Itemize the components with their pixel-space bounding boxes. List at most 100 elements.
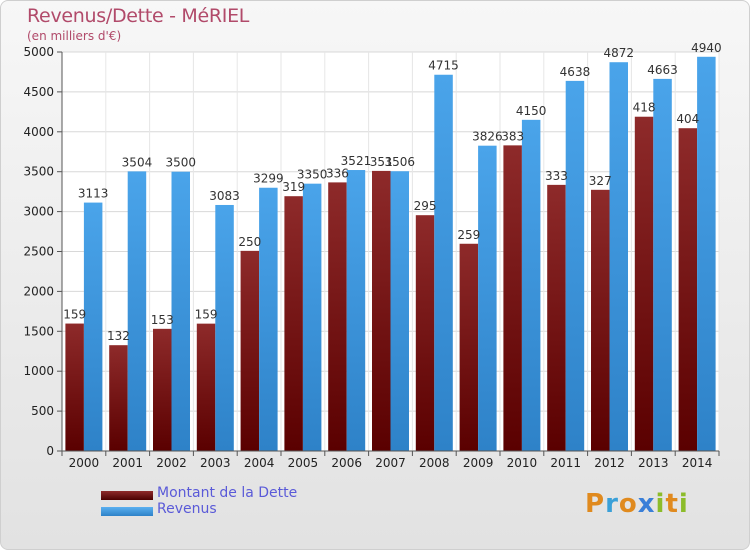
data-label-revenus: 3500 bbox=[165, 156, 196, 170]
data-label-revenus: 4663 bbox=[647, 63, 678, 77]
bar-revenus bbox=[127, 171, 147, 451]
y-tick-label: 2500 bbox=[23, 245, 54, 259]
bar-revenus bbox=[521, 119, 541, 451]
bar-dette bbox=[591, 189, 610, 451]
bar-dette bbox=[678, 128, 698, 452]
data-label-revenus: 3504 bbox=[122, 155, 153, 169]
y-tick-label: 2000 bbox=[23, 284, 54, 298]
y-tick-label: 4000 bbox=[23, 125, 54, 139]
bar-revenus bbox=[697, 56, 716, 452]
data-label-revenus: 3826 bbox=[472, 130, 503, 144]
data-label-revenus: 3521 bbox=[341, 154, 372, 168]
data-label-revenus: 3350 bbox=[297, 168, 328, 182]
logo-letter: i bbox=[655, 489, 666, 519]
data-label-dette: 159 bbox=[63, 308, 86, 322]
data-label-revenus: 4715 bbox=[428, 59, 459, 73]
chart-title: Revenus/Dette - MéRIEL bbox=[27, 5, 250, 27]
y-tick-label: 1500 bbox=[23, 324, 54, 338]
data-label-revenus: 3113 bbox=[78, 187, 109, 201]
bar-dette bbox=[415, 215, 435, 451]
x-tick-label: 2012 bbox=[594, 456, 625, 470]
axes: 0 500 1000 1500 2000 2500 3000 3500 4000 4500 5000… bbox=[23, 45, 720, 470]
proxiti-logo: Proxiti bbox=[585, 489, 689, 519]
x-tick-label: 2014 bbox=[682, 456, 713, 470]
data-label-dette: 319 bbox=[282, 180, 305, 194]
y-tick-label: 0 bbox=[46, 444, 54, 458]
y-tick-label: 5000 bbox=[23, 45, 54, 59]
x-tick-label: 2001 bbox=[112, 456, 143, 470]
data-label-revenus: 3299 bbox=[253, 172, 284, 186]
data-label-revenus: 4872 bbox=[603, 46, 634, 60]
bar-dette bbox=[634, 116, 654, 451]
x-tick-label: 2011 bbox=[550, 456, 581, 470]
logo-letter: x bbox=[637, 489, 656, 519]
bar-revenus bbox=[609, 62, 628, 451]
bar-dette bbox=[240, 250, 260, 451]
legend-swatch-revenus bbox=[101, 507, 153, 516]
y-tick-label: 500 bbox=[31, 404, 54, 418]
logo-letter: i bbox=[678, 489, 689, 519]
bar-revenus bbox=[171, 171, 190, 451]
bar-revenus bbox=[83, 202, 103, 451]
data-label-revenus: 3083 bbox=[209, 189, 240, 203]
x-tick-label: 2006 bbox=[331, 456, 362, 470]
bar-dette bbox=[503, 145, 522, 451]
x-tick-label: 2002 bbox=[156, 456, 187, 470]
bar-revenus bbox=[302, 183, 322, 452]
x-tick-label: 2003 bbox=[200, 456, 231, 470]
data-label-dette: 153 bbox=[151, 313, 174, 327]
bar-dette bbox=[109, 345, 128, 451]
data-label-dette: 418 bbox=[633, 101, 656, 115]
y-tick-label: 1000 bbox=[23, 364, 54, 378]
bar-revenus bbox=[390, 171, 409, 452]
legend-label-dette: Montant de la Dette bbox=[157, 485, 298, 501]
data-label-dette: 159 bbox=[195, 308, 218, 322]
bar-revenus bbox=[478, 145, 497, 452]
data-label-dette: 295 bbox=[414, 199, 437, 213]
logo-letter: r bbox=[605, 489, 619, 519]
data-label-dette: 383 bbox=[501, 129, 524, 143]
x-tick-label: 2008 bbox=[419, 456, 450, 470]
bar-revenus bbox=[259, 187, 278, 451]
bar-revenus bbox=[215, 204, 234, 451]
bar-revenus bbox=[346, 170, 366, 451]
x-tick-label: 2013 bbox=[638, 456, 669, 470]
data-label-dette: 351 bbox=[370, 155, 393, 169]
bar-dette bbox=[328, 182, 347, 452]
y-tick-label: 3000 bbox=[23, 205, 54, 219]
data-label-dette: 132 bbox=[107, 329, 130, 343]
data-labels: 1593113132350415335001593083250329931933… bbox=[63, 41, 721, 343]
bar-revenus bbox=[434, 74, 453, 452]
bars-group bbox=[65, 56, 716, 452]
bar-revenus bbox=[565, 80, 585, 451]
data-label-dette: 333 bbox=[545, 169, 568, 183]
data-label-dette: 259 bbox=[457, 228, 480, 242]
x-tick-label: 2009 bbox=[463, 456, 494, 470]
bar-revenus bbox=[653, 78, 672, 451]
bar-dette bbox=[284, 196, 303, 451]
bar-dette bbox=[65, 323, 84, 451]
data-label-dette: 336 bbox=[326, 166, 349, 180]
x-tick-label: 2005 bbox=[288, 456, 319, 470]
data-label-revenus: 4150 bbox=[516, 104, 547, 118]
bar-dette bbox=[372, 170, 391, 452]
y-tick-label: 3500 bbox=[23, 165, 54, 179]
data-label-dette: 404 bbox=[676, 112, 699, 126]
logo-letter: t bbox=[665, 489, 679, 519]
x-tick-label: 2000 bbox=[69, 456, 100, 470]
data-label-dette: 327 bbox=[589, 174, 612, 188]
bar-dette bbox=[196, 323, 216, 451]
logo-letter: P bbox=[585, 489, 606, 519]
logo-letter: o bbox=[618, 489, 638, 519]
chart-subtitle: (en milliers d'€) bbox=[27, 29, 122, 43]
x-tick-label: 2010 bbox=[507, 456, 538, 470]
bar-dette bbox=[459, 243, 479, 451]
legend-label-revenus: Revenus bbox=[157, 501, 217, 517]
x-tick-label: 2004 bbox=[244, 456, 275, 470]
data-label-dette: 250 bbox=[238, 235, 261, 249]
x-tick-label: 2007 bbox=[375, 456, 406, 470]
bar-dette bbox=[153, 328, 172, 451]
data-label-revenus: 4638 bbox=[560, 65, 591, 79]
